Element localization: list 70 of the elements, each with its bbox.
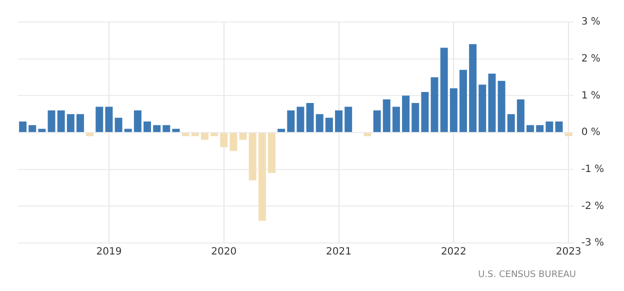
bar (478, 84, 486, 132)
bar (488, 74, 496, 132)
bar (96, 106, 104, 132)
y-tick-label: 2 % (581, 53, 600, 64)
bar (430, 77, 438, 132)
bar (296, 106, 304, 132)
x-tick-label: 2019 (96, 246, 122, 258)
bar (134, 110, 142, 132)
x-tick-label: 2020 (211, 246, 237, 258)
bar (402, 96, 410, 132)
bar (200, 133, 208, 140)
bar (19, 121, 27, 132)
bar (392, 106, 400, 132)
bar (57, 110, 65, 132)
bar (48, 110, 56, 132)
bar (248, 133, 256, 180)
bar (144, 121, 152, 132)
bar (268, 133, 276, 174)
bar (124, 128, 132, 132)
bar (182, 133, 190, 136)
x-tick-label: 2023 (556, 246, 582, 258)
y-tick-label: -3 % (581, 238, 604, 249)
bar (210, 133, 218, 136)
bar (373, 110, 381, 132)
bar (38, 128, 46, 132)
x-tick-label: 2022 (440, 246, 466, 258)
y-tick-label: -1 % (581, 164, 604, 175)
bar (450, 88, 458, 132)
text: U.S. CENSUS BUREAU (478, 270, 576, 280)
bar (258, 133, 266, 221)
bar (76, 114, 84, 132)
bar (440, 48, 448, 132)
bar (220, 133, 228, 148)
bar (325, 118, 333, 132)
bar (382, 99, 390, 132)
bar (287, 110, 295, 132)
bar (230, 133, 238, 151)
bar (526, 125, 534, 132)
bar (507, 114, 515, 132)
bar (335, 110, 343, 132)
y-tick-label: -2 % (581, 200, 604, 212)
bar (421, 92, 429, 132)
bar (555, 121, 563, 132)
bar (278, 128, 286, 132)
bar (66, 114, 74, 132)
x-tick-label: 2021 (326, 246, 352, 258)
bar (306, 103, 314, 132)
bar (28, 125, 36, 132)
bar (239, 133, 247, 140)
bar (105, 106, 113, 132)
bar (459, 70, 467, 132)
bar (191, 133, 199, 136)
bar (172, 128, 180, 132)
bar (153, 125, 161, 132)
bar (364, 133, 372, 136)
bar (162, 125, 170, 132)
y-tick-label: 0 % (581, 127, 600, 138)
bar (498, 80, 506, 132)
bar (114, 118, 122, 132)
bar (469, 44, 477, 132)
y-tick-label: 1 % (581, 90, 600, 102)
bar (86, 133, 94, 136)
bar (516, 99, 524, 132)
bar (412, 103, 420, 132)
bar (564, 133, 572, 136)
bar (546, 121, 554, 132)
bar (316, 114, 324, 132)
y-tick-label: 3 % (581, 16, 600, 28)
bar (536, 125, 544, 132)
bar (344, 106, 352, 132)
